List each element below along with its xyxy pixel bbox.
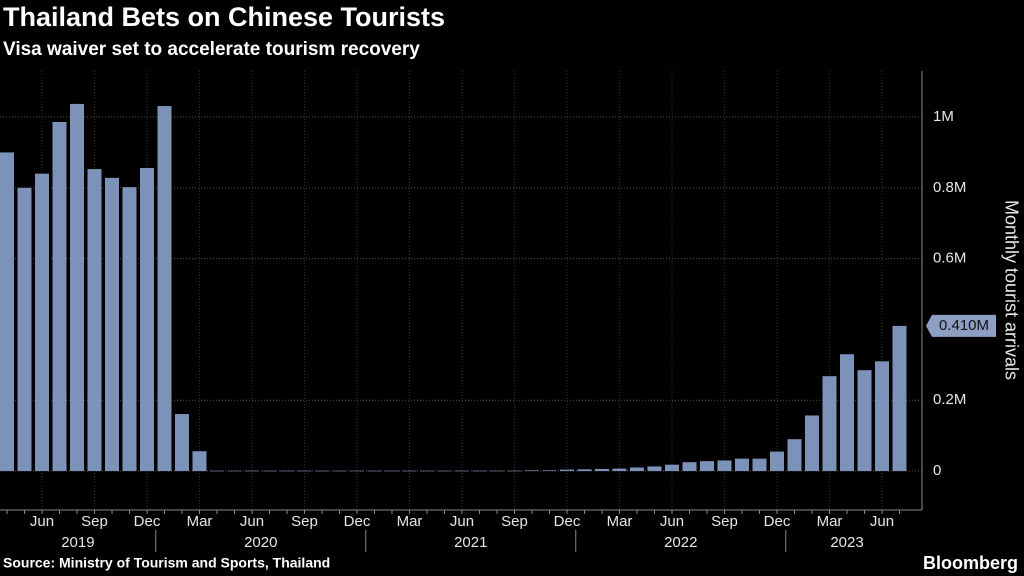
bar bbox=[840, 354, 854, 472]
bar bbox=[805, 415, 819, 472]
bar bbox=[752, 458, 767, 472]
x-tick-label: Jun bbox=[30, 513, 54, 530]
bar bbox=[227, 470, 242, 472]
source: Source: Ministry of Tourism and Sports, … bbox=[3, 555, 330, 571]
bar bbox=[560, 469, 574, 472]
x-tick-label: Sep bbox=[291, 513, 318, 530]
bar bbox=[437, 470, 452, 472]
bar bbox=[262, 470, 277, 472]
x-tick-label: Dec bbox=[344, 513, 371, 530]
bar bbox=[385, 470, 399, 472]
bar bbox=[140, 168, 154, 472]
bar bbox=[892, 325, 907, 472]
bar bbox=[595, 468, 609, 472]
bar bbox=[157, 106, 172, 472]
bar bbox=[735, 458, 749, 472]
bar bbox=[770, 451, 784, 472]
bar bbox=[367, 470, 382, 472]
y-tick-label: 1M bbox=[933, 108, 954, 125]
y-axis-label: Monthly tourist arrivals bbox=[1001, 200, 1021, 380]
brand: Bloomberg bbox=[923, 553, 1018, 573]
x-tick-label: Jun bbox=[450, 513, 474, 530]
x-tick-label: Jun bbox=[240, 513, 264, 530]
bar bbox=[87, 169, 102, 472]
y-tick-label: 0.8M bbox=[933, 179, 966, 196]
x-tick-label: Mar bbox=[817, 513, 843, 530]
bar bbox=[525, 470, 539, 472]
bar bbox=[350, 470, 364, 472]
value-label: 0.410M bbox=[939, 317, 989, 334]
bar bbox=[35, 173, 49, 472]
bar bbox=[455, 470, 469, 472]
y-tick-label: 0 bbox=[933, 462, 941, 479]
bar bbox=[0, 152, 14, 472]
bar bbox=[717, 460, 732, 472]
x-tick-label: Sep bbox=[501, 513, 528, 530]
bar bbox=[192, 451, 207, 472]
bar bbox=[647, 466, 662, 472]
x-tick-label: Mar bbox=[397, 513, 423, 530]
x-tick-label: Jun bbox=[870, 513, 894, 530]
bar bbox=[420, 470, 434, 472]
value-label-box bbox=[926, 314, 996, 337]
bar bbox=[210, 470, 224, 472]
x-tick-label: Dec bbox=[554, 513, 581, 530]
chart-title: Thailand Bets on Chinese Tourists bbox=[3, 2, 445, 32]
y-tick-label: 0.2M bbox=[933, 391, 966, 408]
x-tick-label: Mar bbox=[187, 513, 213, 530]
bar bbox=[332, 470, 347, 472]
x-tick-label: Mar bbox=[607, 513, 633, 530]
bar bbox=[577, 469, 592, 472]
x-tick-label: Dec bbox=[134, 513, 161, 530]
bar bbox=[315, 470, 329, 472]
bar bbox=[70, 103, 84, 472]
year-label: 2023 bbox=[830, 534, 863, 551]
bar bbox=[857, 370, 872, 472]
x-tick-label: Sep bbox=[711, 513, 738, 530]
bar bbox=[875, 361, 889, 472]
bar bbox=[245, 470, 259, 472]
bar bbox=[472, 470, 487, 472]
year-label: 2022 bbox=[664, 534, 697, 551]
year-label: 2021 bbox=[454, 534, 487, 551]
bar bbox=[280, 470, 294, 472]
bar bbox=[175, 414, 189, 472]
bar bbox=[787, 439, 802, 472]
bar bbox=[700, 461, 714, 472]
bar bbox=[665, 464, 679, 472]
x-tick-label: Jun bbox=[660, 513, 684, 530]
bar bbox=[122, 187, 137, 472]
bar bbox=[297, 470, 312, 472]
x-tick-label: Sep bbox=[81, 513, 108, 530]
bar bbox=[105, 177, 119, 472]
bar bbox=[490, 470, 504, 472]
chart-subtitle: Visa waiver set to accelerate tourism re… bbox=[3, 39, 420, 60]
bar bbox=[17, 187, 32, 472]
year-label: 2019 bbox=[61, 534, 94, 551]
bar bbox=[682, 462, 697, 472]
bar bbox=[612, 468, 627, 472]
bar bbox=[507, 470, 522, 472]
bar bbox=[822, 376, 837, 472]
bar bbox=[402, 470, 417, 472]
year-label: 2020 bbox=[244, 534, 277, 551]
bar bbox=[630, 467, 644, 472]
y-tick-label: 0.6M bbox=[933, 250, 966, 267]
x-tick-label: Dec bbox=[764, 513, 791, 530]
bar bbox=[52, 121, 67, 472]
bar bbox=[542, 470, 557, 472]
